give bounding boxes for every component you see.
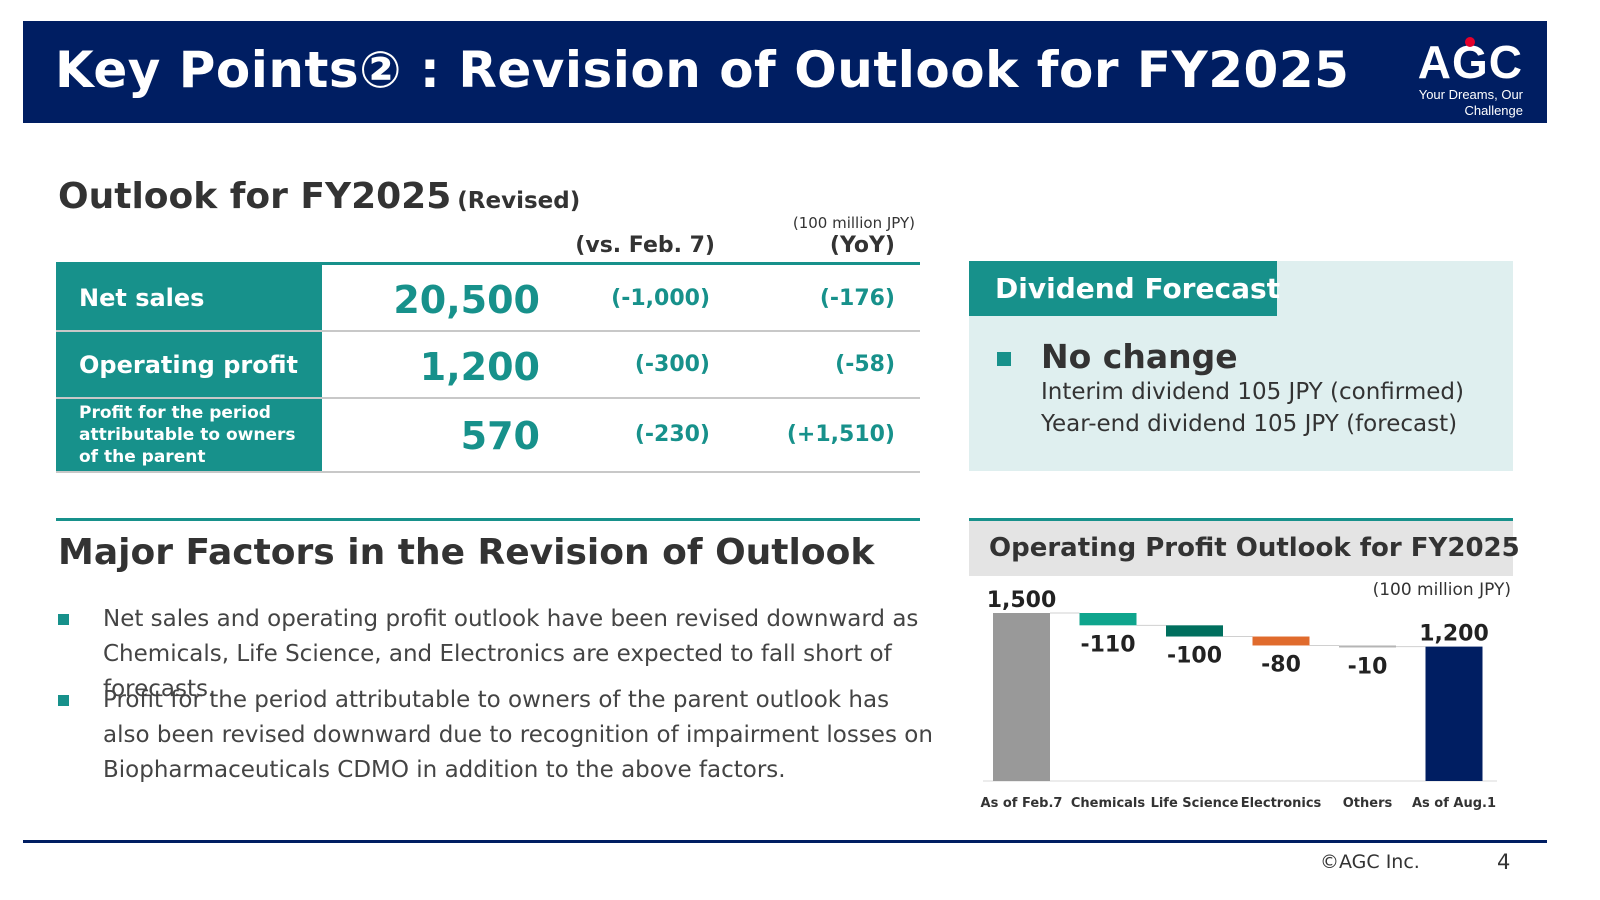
square-bullet-icon — [58, 695, 69, 706]
row-vs-value: (-1,000) — [611, 286, 710, 311]
agc-logo: AGC Your Dreams, Our Challenge — [1363, 36, 1523, 118]
chart-category-label: Life Science — [1151, 796, 1239, 811]
logo-mark: AGC — [1417, 36, 1523, 88]
row-value: 570 — [460, 414, 540, 458]
chart-bar — [1339, 645, 1396, 648]
row-value: 1,200 — [419, 345, 540, 389]
factors-divider — [56, 518, 920, 521]
chart-data-label: 1,500 — [987, 588, 1057, 613]
table-row-operating-profit: Operating profit 1,200 (-300) (-58) — [56, 332, 920, 399]
table-row-profit-owners: Profit for the period attributable to ow… — [56, 399, 920, 473]
square-bullet-icon — [58, 614, 69, 625]
factor-item-1: Net sales and operating profit outlook h… — [103, 606, 919, 702]
table-row-net-sales: Net sales 20,500 (-1,000) (-176) — [56, 265, 920, 332]
factors-title: Major Factors in the Revision of Outlook — [58, 532, 875, 573]
dividend-panel: Dividend Forecast No change Interim divi… — [969, 261, 1513, 471]
chart-header: Operating Profit Outlook for FY2025 — [969, 521, 1520, 576]
row-yoy-value: (-176) — [819, 286, 895, 311]
chart-bar — [1079, 613, 1137, 626]
row-label: Net sales — [56, 265, 322, 330]
row-vs-value: (-300) — [634, 352, 710, 377]
chart-data-label: -110 — [1080, 632, 1135, 657]
row-label: Profit for the period attributable to ow… — [56, 399, 322, 471]
column-header-yoy: (YoY) — [829, 233, 895, 258]
factor-item-2: Profit for the period attributable to ow… — [103, 687, 933, 783]
outlook-title-main: Outlook for FY2025 — [58, 176, 452, 217]
chart-bar — [1252, 636, 1310, 646]
outlook-table: Net sales 20,500 (-1,000) (-176) Operati… — [56, 262, 920, 473]
dividend-line-year-end: Year-end dividend 105 JPY (forecast) — [1041, 411, 1458, 437]
chart-data-label: -80 — [1261, 652, 1301, 677]
copyright: ©AGC Inc. — [1320, 851, 1420, 873]
chart-category-label: Electronics — [1241, 796, 1322, 811]
outlook-unit: (100 million JPY) — [792, 214, 915, 232]
chart-bar — [1166, 625, 1223, 637]
chart-bar — [993, 613, 1050, 781]
operating-profit-waterfall-chart: 1,500 As of Feb.7 -110 Chemicals -100 Life Sc… — [981, 588, 1497, 811]
page-number: 4 — [1497, 850, 1511, 874]
outlook-title-suffix: (Revised) — [457, 188, 581, 214]
page-title: Key Points② : Revision of Outlook for FY… — [55, 41, 1350, 99]
row-yoy-value: (-58) — [835, 352, 895, 377]
chart-category-label: Others — [1343, 796, 1393, 811]
chart-category-label: Chemicals — [1071, 796, 1146, 811]
chart-category-label: As of Aug.1 — [1412, 796, 1496, 811]
chart-title: Operating Profit Outlook for FY2025 — [989, 533, 1520, 563]
footer-divider — [23, 840, 1547, 843]
chart-unit: (100 million JPY) — [1372, 580, 1511, 600]
row-yoy-value: (+1,510) — [786, 422, 895, 447]
chart-data-label: 1,200 — [1419, 622, 1489, 647]
chart-data-label: -10 — [1348, 654, 1388, 679]
row-value: 20,500 — [393, 278, 540, 322]
dividend-main: No change — [1041, 337, 1238, 376]
dividend-title: Dividend Forecast — [969, 261, 1280, 316]
logo-tagline: Your Dreams, Our Challenge — [1418, 87, 1523, 118]
row-label: Operating profit — [56, 332, 322, 397]
row-vs-value: (-230) — [634, 422, 710, 447]
outlook-title: Outlook for FY2025 (Revised) — [58, 176, 580, 217]
chart-category-label: As of Feb.7 — [981, 796, 1063, 811]
dividend-line-interim: Interim dividend 105 JPY (confirmed) — [1041, 379, 1464, 405]
header-bar: Key Points② : Revision of Outlook for FY… — [23, 21, 1547, 123]
square-bullet-icon — [997, 352, 1011, 366]
column-header-vs: (vs. Feb. 7) — [575, 233, 715, 258]
chart-divider — [969, 518, 1513, 521]
chart-bar — [1425, 646, 1483, 781]
chart-data-label: -100 — [1167, 644, 1222, 669]
